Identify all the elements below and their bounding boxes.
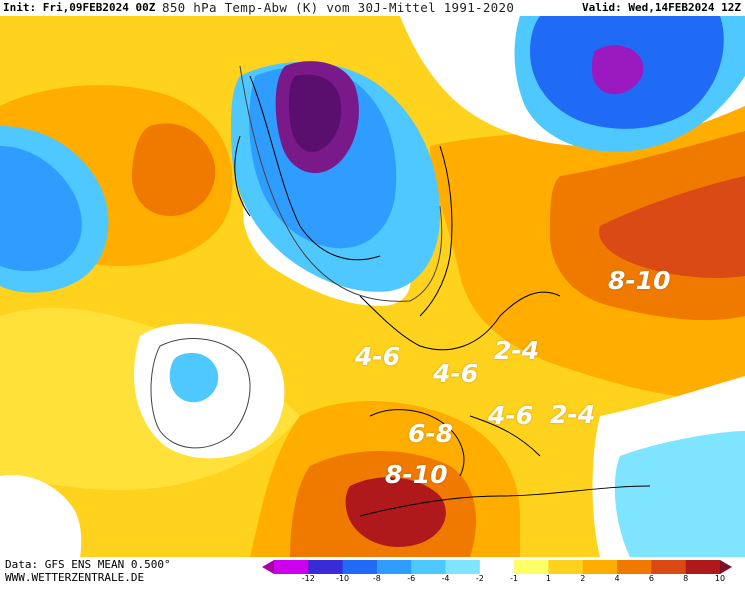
colorbar-cell: [582, 560, 618, 574]
red-core-east: [599, 176, 745, 278]
dark-orange-region-greenland-south: [131, 123, 216, 216]
contour-line-north-atlantic: [239, 65, 443, 302]
init-time: Init: Fri,09FEB2024 00Z: [3, 1, 156, 14]
anomaly-label-east: 8-10: [608, 266, 671, 295]
coastline-greenland: [234, 75, 381, 261]
colorbar-cell: [274, 560, 309, 574]
colorbar-arrow-left: [262, 560, 274, 574]
colorbar-tick-label: 8: [683, 574, 689, 583]
anomaly-label-alps: 4-6: [433, 359, 479, 388]
colorbar-cell: [685, 560, 721, 574]
colorbar-tick-label: 6: [648, 574, 654, 583]
map-header: Init: Fri,09FEB2024 00Z 850 hPa Temp-Abw…: [0, 0, 745, 16]
colorbar-tick-label: -6: [407, 574, 416, 583]
blue-region-labrador: [0, 146, 82, 271]
anomaly-label-france: 4-6: [355, 342, 401, 371]
cyan-region-southeast: [614, 431, 745, 557]
anomaly-label-spain: 6-8: [408, 419, 454, 448]
anomaly-label-morocco: 8-10: [385, 460, 448, 489]
colorbar-cell: [479, 560, 515, 574]
purple-core-northeast: [592, 45, 644, 95]
colorbar-cell: [617, 560, 652, 574]
colorbar-tick-label: 10: [714, 574, 726, 583]
coastline-europe: [359, 145, 561, 477]
colorbar-cell: [651, 560, 687, 574]
colorbar-tick-label: 1: [545, 574, 551, 583]
anomaly-label-italy: 4-6: [488, 401, 534, 430]
anomaly-label-central: 2-4: [494, 336, 540, 365]
colorbar-arrow-right: [720, 560, 732, 574]
coastline-north-africa: [359, 485, 651, 517]
colorbar-tick-label: 2: [580, 574, 586, 583]
temperature-anomaly-map: [0, 16, 745, 557]
colorbar-cell: [548, 560, 584, 574]
colorbar-tick-label: -10: [336, 574, 350, 583]
contour-line-mid-atlantic: [150, 338, 251, 449]
colorbar-tick-label: -4: [441, 574, 450, 583]
colorbar-cell: [376, 560, 412, 574]
white-region-southwest: [0, 475, 82, 557]
colorbar-tick-label: -12: [301, 574, 315, 583]
colorbar-tick-label: 4: [614, 574, 620, 583]
red-core-morocco: [345, 477, 446, 547]
anomaly-label-balkans: 2-4: [550, 400, 596, 429]
colorbar: [262, 560, 732, 574]
colorbar-cell: [411, 560, 447, 574]
colorbar-tick-label: -2: [475, 574, 484, 583]
data-source: Data: GFS ENS MEAN 0.500°: [5, 558, 171, 571]
colorbar-cell: [342, 560, 378, 574]
valid-time: Valid: Wed,14FEB2024 12Z: [582, 1, 741, 14]
site-credit: WWW.WETTERZENTRALE.DE: [5, 571, 145, 584]
colorbar-cell: [445, 560, 481, 574]
colorbar-tick-label: -8: [372, 574, 381, 583]
cyan-region-mid-atlantic: [169, 352, 219, 403]
colorbar-tick-label: -1: [510, 574, 519, 583]
colorbar-cell: [514, 560, 549, 574]
purple-core-greenland-inner: [288, 74, 342, 152]
colorbar-cell: [308, 560, 344, 574]
map-title: 850 hPa Temp-Abw (K) vom 30J-Mittel 1991…: [162, 0, 515, 15]
